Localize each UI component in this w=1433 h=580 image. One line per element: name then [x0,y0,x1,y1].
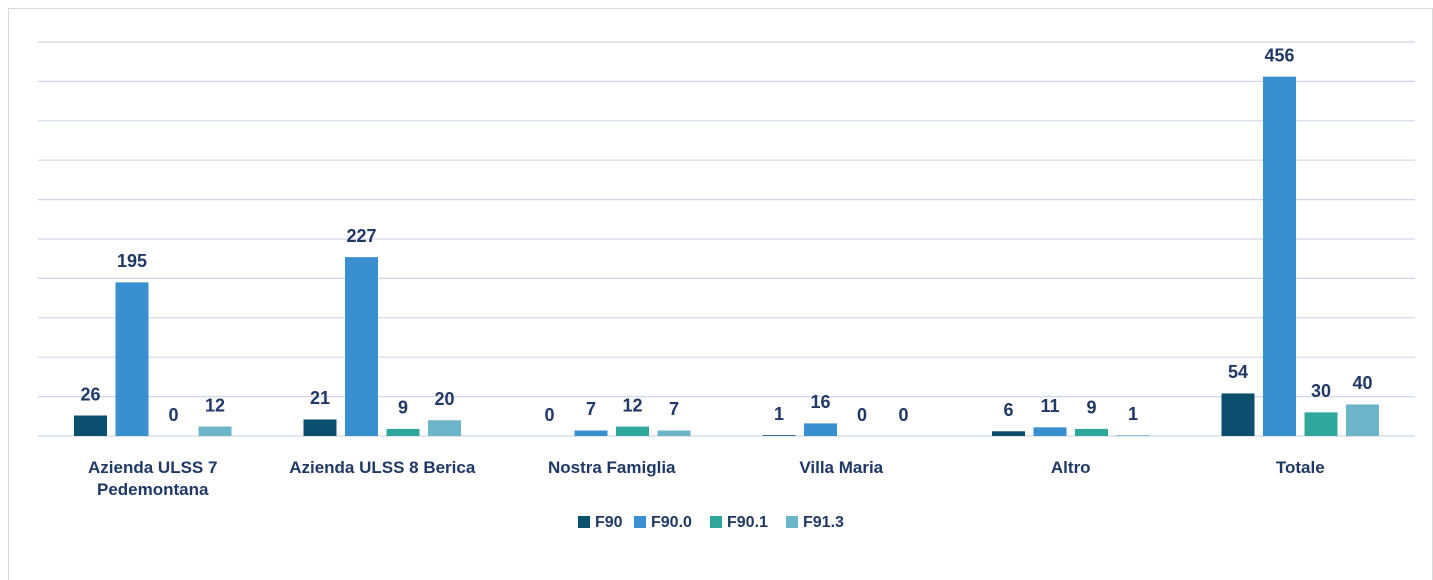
value-label: 7 [669,399,679,419]
bar [1221,393,1255,436]
bar [574,430,608,436]
x-tick-label: Nostra Famiglia [547,458,676,477]
value-label: 1 [774,404,784,424]
value-label: 12 [622,395,642,415]
value-label: 195 [117,251,147,271]
bar [1304,412,1338,436]
x-tick-label: Villa Maria [799,458,884,477]
value-label: 0 [898,405,908,425]
value-label: 6 [1003,400,1013,420]
x-tick-label: Totale [1275,458,1325,477]
value-label: 0 [168,405,178,425]
bar [345,257,378,436]
bar [1033,427,1067,436]
value-label: 26 [80,384,100,404]
legend-label: F90 [595,514,623,531]
bar [657,430,691,436]
legend-label: F91.3 [803,514,844,531]
bar [992,431,1025,436]
x-tick-label: Azienda ULSS 7 Pedemontana [88,458,218,499]
bar [386,428,420,436]
bar [428,420,461,436]
bar [74,415,107,436]
bar [1116,435,1150,436]
bar [1263,76,1296,436]
bar [616,426,649,436]
bar [198,426,232,436]
legend-swatch [634,516,646,528]
legend-label: F90.1 [727,514,768,531]
value-label: 0 [857,405,867,425]
value-label: 11 [1040,396,1059,416]
legend-swatch [786,516,798,528]
bar [762,435,796,436]
legend-swatch [578,516,590,528]
value-label: 456 [1264,45,1294,65]
x-tick-label: Azienda ULSS 8 Berica [289,458,476,477]
bar [115,282,149,436]
value-label: 30 [1311,381,1331,401]
bar [1075,428,1108,436]
legend-swatch [710,516,722,528]
value-label: 40 [1352,373,1372,393]
value-label: 54 [1228,362,1248,382]
bar [1346,404,1379,436]
value-label: 21 [310,388,330,408]
value-label: 16 [810,392,830,412]
value-label: 12 [205,395,225,415]
value-label: 227 [346,226,376,246]
value-label: 1 [1128,404,1138,424]
legend-label: F90.0 [651,514,692,531]
x-tick-label: Altro [1050,458,1091,477]
value-label: 9 [398,398,408,418]
value-label: 0 [544,405,554,425]
value-label: 20 [434,389,454,409]
bar [804,423,837,436]
bar [303,419,337,436]
value-label: 9 [1086,398,1096,418]
value-label: 7 [586,399,596,419]
